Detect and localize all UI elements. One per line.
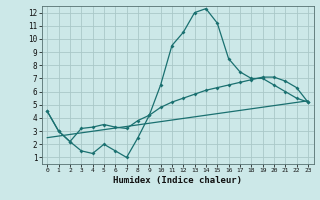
- X-axis label: Humidex (Indice chaleur): Humidex (Indice chaleur): [113, 176, 242, 185]
